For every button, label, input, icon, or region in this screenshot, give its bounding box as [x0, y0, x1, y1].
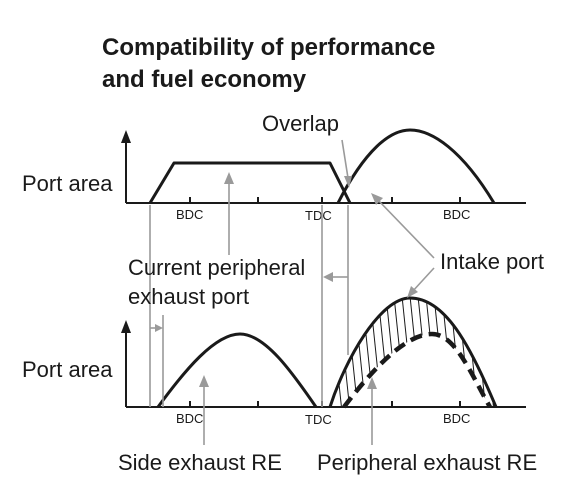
intake-port-leader-bottom	[411, 267, 435, 293]
bottom-intake-port-dashed-curve	[342, 331, 492, 409]
top-tick-label-bdc-right: BDC	[443, 207, 470, 222]
diagram-title-line1: Compatibility of performance	[102, 34, 435, 61]
current-port-label-line1: Current peripheral	[128, 255, 305, 280]
side-exhaust-label: Side exhaust RE	[118, 450, 282, 475]
bottom-y-label: Port area	[22, 357, 113, 382]
diagram-title-line2: and fuel economy	[102, 66, 307, 93]
bottom-hatched-area	[330, 298, 495, 407]
current-port-leader-arrow	[224, 172, 234, 184]
peripheral-exhaust-label: Peripheral exhaust RE	[317, 450, 537, 475]
bottom-y-axis-arrow	[121, 320, 131, 333]
side-exhaust-leader-arrow	[199, 375, 209, 387]
bottom-chart: Port area BDC TDC BDC	[22, 296, 526, 427]
intake-port-label: Intake port	[440, 249, 544, 274]
top-chart: Port area BDC TDC BDC	[22, 128, 526, 223]
bottom-tick-label-bdc-right: BDC	[443, 411, 470, 426]
leader-lines	[149, 139, 435, 445]
top-tick-label-bdc-left: BDC	[176, 207, 203, 222]
bottom-intake-port-curve	[328, 296, 498, 408]
intake-port-leader-top	[377, 199, 435, 259]
current-port-label-line2: exhaust port	[128, 284, 249, 309]
top-exhaust-port-curve	[148, 161, 352, 204]
tdc-overlap-arrow	[323, 272, 333, 282]
top-tick-label-tdc: TDC	[305, 208, 332, 223]
bottom-tick-label-bdc-left: BDC	[176, 411, 203, 426]
bottom-side-exhaust-curve	[156, 332, 318, 408]
peripheral-exhaust-leader-arrow	[367, 377, 377, 389]
top-y-label: Port area	[22, 171, 113, 196]
overlap-leader	[341, 139, 349, 179]
intake-port-leader-top-arrow	[371, 193, 383, 205]
exhaust-offset-arrow	[155, 324, 163, 332]
bottom-tick-label-tdc: TDC	[305, 412, 332, 427]
top-y-axis-arrow	[121, 130, 131, 143]
top-intake-port-curve	[336, 128, 496, 204]
intake-port-leader-bottom-arrow	[407, 286, 418, 298]
overlap-label: Overlap	[262, 111, 339, 136]
overlap-leader-arrow	[344, 176, 352, 188]
